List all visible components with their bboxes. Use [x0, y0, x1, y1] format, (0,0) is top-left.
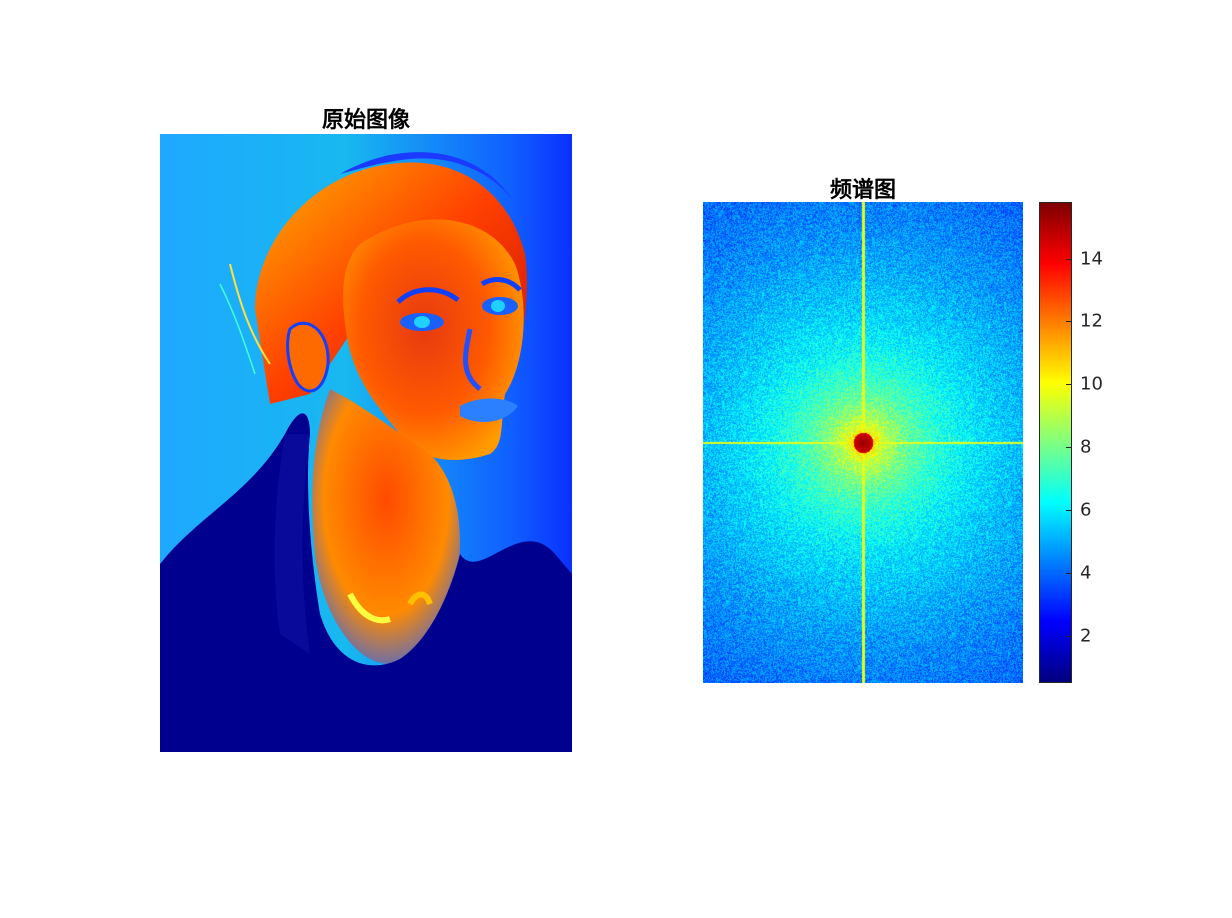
original-image: [160, 134, 572, 752]
colorbar-ticks: 2 4 6 8 10 12 14: [1066, 202, 1132, 683]
original-image-title: 原始图像: [321, 108, 410, 133]
spectrum-title: 频谱图: [829, 178, 896, 203]
colorbar-tick: [1066, 572, 1072, 574]
colorbar-tick-label: 12: [1080, 310, 1103, 332]
colorbar-tick: [1066, 510, 1072, 512]
colorbar-tick-label: 6: [1080, 499, 1092, 521]
colorbar-tick: [1066, 258, 1072, 260]
colorbar-tick-label: 14: [1080, 248, 1103, 270]
ear: [286, 321, 330, 393]
colorbar-tick: [1066, 321, 1072, 323]
lips: [460, 398, 518, 422]
coat-region: [160, 413, 572, 752]
colorbar-tick-label: 10: [1080, 373, 1103, 395]
colorbar-tick-label: 2: [1080, 625, 1092, 647]
colorbar-tick: [1066, 447, 1072, 449]
colorbar-tick: [1066, 635, 1072, 637]
colorbar-tick: [1066, 384, 1072, 386]
colorbar-tick-label: 4: [1080, 562, 1092, 584]
colorbar: [1039, 202, 1072, 683]
spectrum-image: [703, 202, 1023, 683]
colorbar-tick-label: 8: [1080, 436, 1092, 458]
